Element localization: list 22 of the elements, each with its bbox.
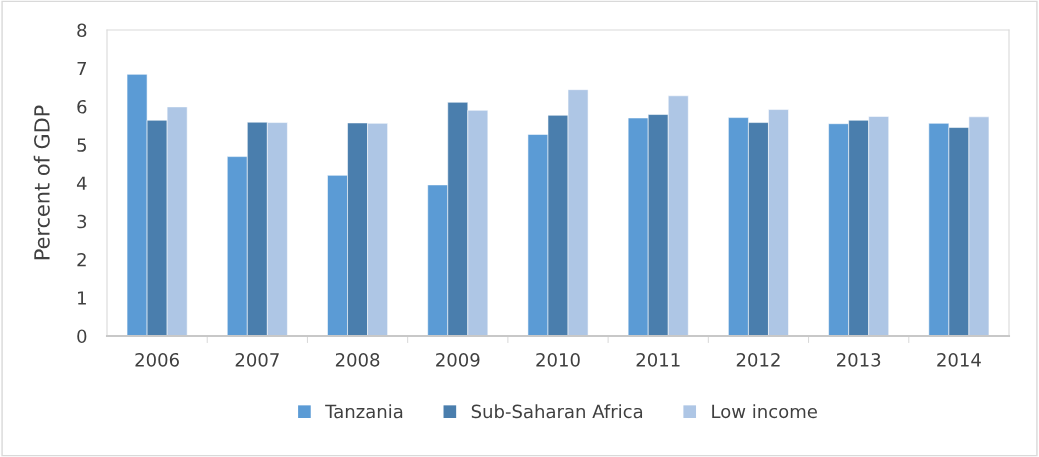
- x-tick-label: 2009: [436, 352, 480, 367]
- y-tick-label: 2: [77, 252, 86, 267]
- y-tick-label: 4: [76, 176, 87, 190]
- y-axis-title: Percent of GDP: [33, 105, 50, 260]
- x-tick-label: 2012: [736, 352, 780, 367]
- legend-label: Low income: [712, 404, 817, 419]
- y-tick-label: 8: [77, 23, 87, 38]
- legend-label: Sub-Saharan Africa: [471, 404, 643, 419]
- x-tick-label: 2006: [135, 352, 179, 367]
- y-tick-label: 7: [77, 61, 87, 76]
- x-tick-label: 2010: [536, 352, 580, 367]
- y-tick-label: 6: [77, 99, 87, 114]
- x-tick-label: 2014: [937, 352, 981, 367]
- y-tick-label: 5: [77, 138, 86, 152]
- y-tick-label: 1: [78, 291, 86, 305]
- x-tick-label: 2007: [235, 352, 279, 367]
- x-tick-label: 2011: [636, 352, 680, 367]
- y-tick-label: 0: [77, 329, 87, 344]
- legend-label: Tanzania: [325, 404, 403, 419]
- x-tick-label: 2013: [837, 352, 881, 367]
- y-tick-label: 3: [77, 214, 87, 229]
- x-tick-label: 2008: [335, 352, 380, 367]
